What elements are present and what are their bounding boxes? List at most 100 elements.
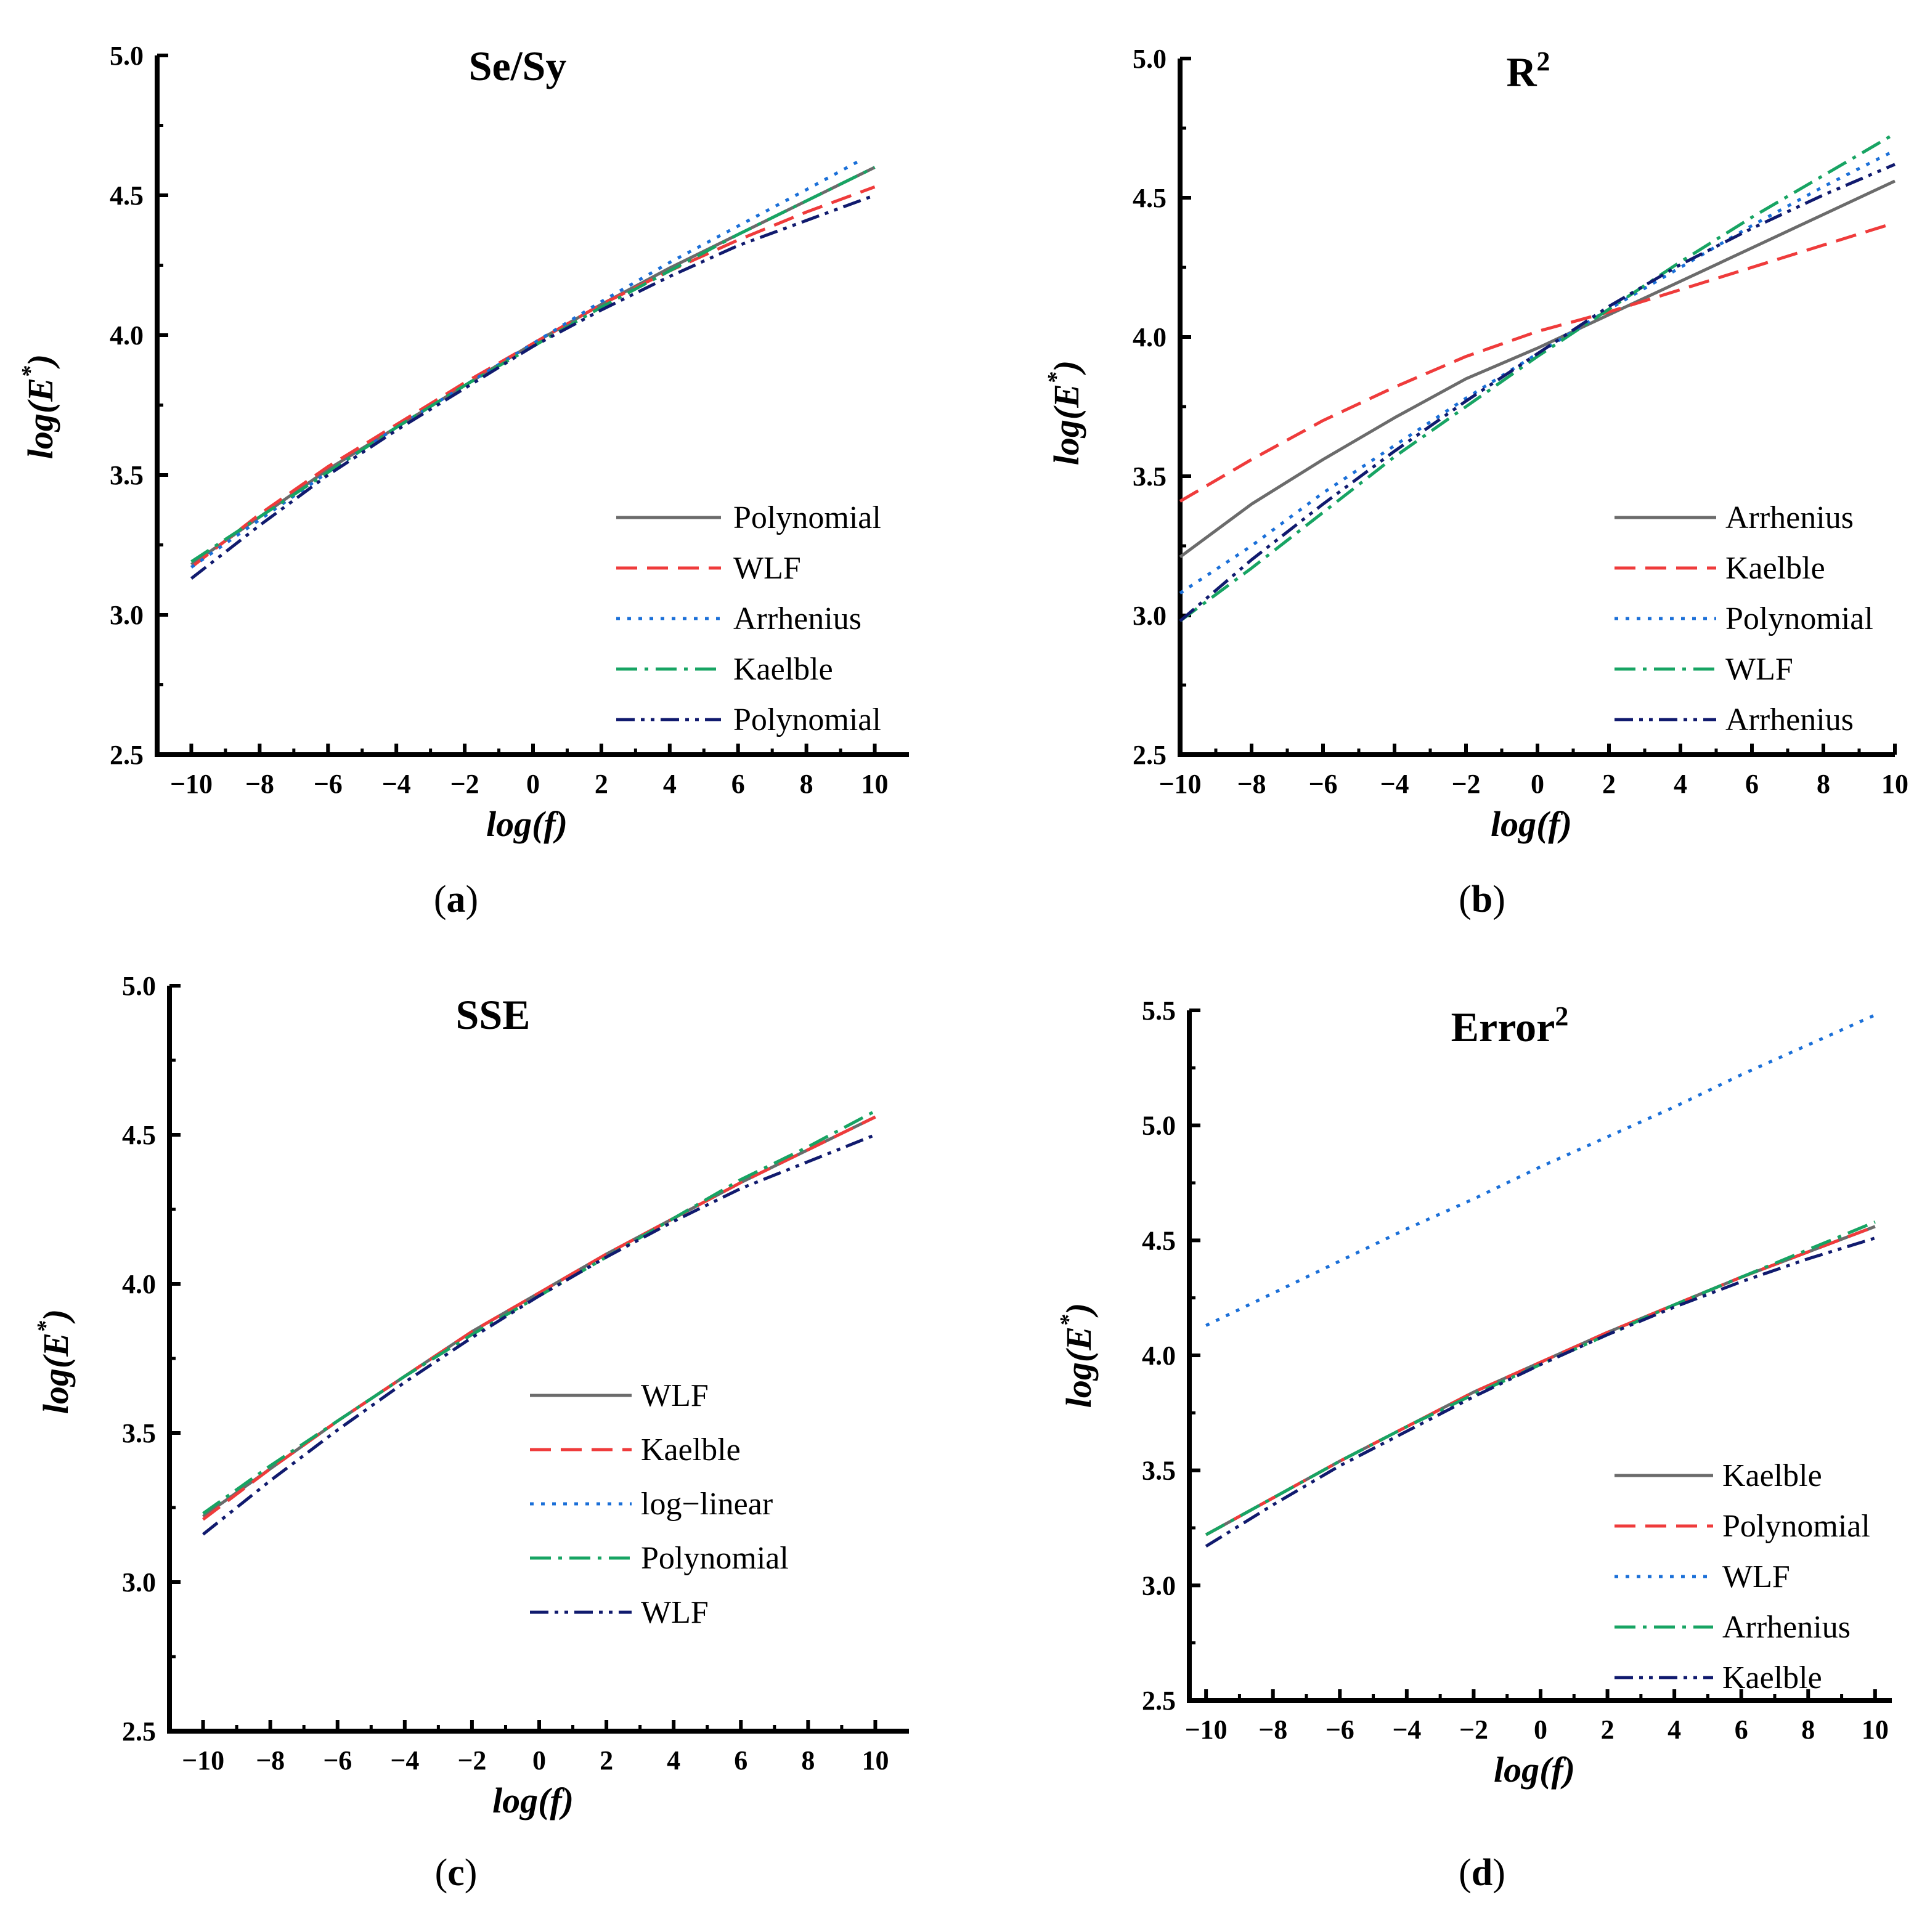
y-axis-label: log(E*): [33, 1309, 76, 1414]
x-tick-label: 10: [861, 1745, 889, 1776]
x-tick-label: 4: [1674, 769, 1687, 799]
y-tick-label: 3.5: [1142, 1456, 1176, 1486]
y-tick-label: 3.5: [122, 1418, 156, 1448]
panel-caption: (d): [1459, 1852, 1505, 1894]
x-tick-label: −4: [382, 769, 411, 799]
x-tick-label: −6: [314, 769, 343, 799]
y-axis-label: log(E*): [1043, 360, 1086, 465]
x-tick-label: 8: [1801, 1715, 1815, 1745]
y-tick-label: 3.0: [1142, 1570, 1176, 1601]
legend-entry: Arrhenius: [1725, 500, 1854, 535]
y-tick-label: 4.0: [1142, 1341, 1176, 1371]
chart-title: R2: [1506, 46, 1550, 95]
y-tick-label: 5.0: [122, 971, 156, 1001]
legend-entry: Polynomial: [733, 500, 881, 535]
chart-panel-a: 2.5 3.0 3.5 4.0 4.5 5.0 −10 −8 −6 −4 −2 0 2 4 6 8 10 Se/S…: [17, 41, 909, 920]
series-line-dashdot: [202, 1110, 876, 1515]
x-tick-label: 0: [1534, 1715, 1547, 1745]
x-axis-label: log(f): [486, 804, 568, 844]
y-tick-label: 5.0: [1133, 44, 1167, 74]
series-line-dashed: [1179, 221, 1896, 503]
legend-entry: Kaelble: [733, 652, 833, 687]
x-tick-label: −8: [1258, 1715, 1287, 1745]
chart-panel-c: 2.5 3.0 3.5 4.0 4.5 5.0 −10 −8 −6 −4 −2 0 2 4 6 8 10 SSE l…: [33, 971, 909, 1894]
y-tick-label: 2.5: [122, 1716, 156, 1747]
x-axis-label: log(f): [1491, 804, 1572, 844]
series-line-dashdotdot: [1205, 1236, 1876, 1548]
series-line-solid: [202, 1115, 876, 1518]
y-tick-label: 3.0: [1133, 601, 1167, 631]
x-tick-label: 6: [1745, 769, 1759, 799]
legend-entry: Polynomial: [641, 1541, 789, 1576]
x-axis-label: log(f): [492, 1780, 574, 1820]
x-tick-label: −2: [450, 769, 479, 799]
legend-entry: Kaelble: [1725, 551, 1825, 586]
legend-entry: Kaelble: [641, 1432, 741, 1467]
y-tick-label: 4.5: [122, 1120, 156, 1150]
panel-caption: (b): [1459, 879, 1505, 920]
y-tick-label: 4.0: [122, 1269, 156, 1299]
legend-entry: Arrhenius: [1725, 702, 1854, 737]
x-tick-label: −2: [457, 1745, 486, 1776]
y-axis-label: log(E*): [1056, 1303, 1099, 1408]
y-tick-label: 4.0: [1133, 322, 1167, 352]
x-tick-label: 8: [800, 769, 813, 799]
legend-entry: Kaelble: [1722, 1660, 1822, 1695]
legend-entry: WLF: [641, 1378, 709, 1413]
legend-entry: WLF: [1722, 1559, 1790, 1594]
panel-caption: (a): [434, 879, 478, 920]
legend-entry: log−linear: [641, 1487, 773, 1522]
x-tick-label: −6: [323, 1745, 352, 1776]
x-axis-label: log(f): [1494, 1750, 1575, 1790]
y-tick-label: 3.0: [122, 1567, 156, 1597]
series-line-dashdotdot: [190, 193, 876, 580]
legend-entry: Polynomial: [1725, 601, 1873, 636]
x-tick-label: −6: [1325, 1715, 1354, 1745]
x-tick-label: 4: [663, 769, 677, 799]
x-tick-label: 10: [1881, 769, 1908, 799]
series-line-dashed: [202, 1115, 876, 1521]
x-tick-label: −10: [1185, 1715, 1228, 1745]
legend-entry: Polynomial: [733, 702, 881, 737]
legend: Kaelble Polynomial WLF Arrhenius Kaelble: [1615, 1458, 1870, 1695]
panel-caption: (c): [435, 1852, 478, 1894]
x-tick-label: 8: [1817, 769, 1830, 799]
legend-entry: WLF: [1725, 652, 1793, 687]
legend-entry: Arrhenius: [1722, 1610, 1851, 1645]
legend: Polynomial WLF Arrhenius Kaelble Polynomial: [616, 500, 881, 737]
x-tick-label: 8: [801, 1745, 815, 1776]
y-tick-label: 2.5: [1133, 740, 1167, 770]
series-line-dotted: [1205, 1013, 1876, 1327]
x-tick-label: 0: [532, 1745, 546, 1776]
x-tick-label: −4: [1392, 1715, 1421, 1745]
series-line-dashdotdot: [1179, 163, 1896, 622]
legend-entry: Arrhenius: [733, 601, 861, 636]
y-tick-label: 5.0: [110, 41, 144, 71]
x-tick-label: 0: [526, 769, 540, 799]
x-tick-label: −10: [170, 769, 213, 799]
series-line-dashdotdot: [202, 1133, 876, 1536]
x-tick-label: 2: [595, 769, 608, 799]
x-tick-label: 2: [1602, 769, 1616, 799]
x-tick-label: −4: [1380, 769, 1409, 799]
x-tick-label: −8: [1237, 769, 1266, 799]
x-tick-label: 6: [734, 1745, 747, 1776]
y-tick-label: 3.5: [1133, 461, 1167, 492]
y-tick-label: 4.5: [1133, 183, 1167, 213]
series-line-dashed: [190, 185, 876, 569]
chart-title: Se/Sy: [469, 43, 567, 89]
legend-entry: Polynomial: [1722, 1509, 1870, 1544]
legend-entry: Kaelble: [1722, 1458, 1822, 1493]
series-line-solid: [1179, 179, 1896, 559]
x-tick-label: −4: [390, 1745, 419, 1776]
x-tick-label: 4: [1667, 1715, 1681, 1745]
x-tick-label: −2: [1459, 1715, 1488, 1745]
y-axis-label: log(E*): [17, 354, 60, 459]
y-tick-label: 3.5: [110, 460, 144, 490]
y-tick-label: 4.5: [1142, 1225, 1176, 1256]
x-tick-label: −10: [1158, 769, 1201, 799]
x-tick-label: 6: [1735, 1715, 1748, 1745]
x-tick-label: 10: [861, 769, 889, 799]
x-tick-label: 4: [667, 1745, 680, 1776]
